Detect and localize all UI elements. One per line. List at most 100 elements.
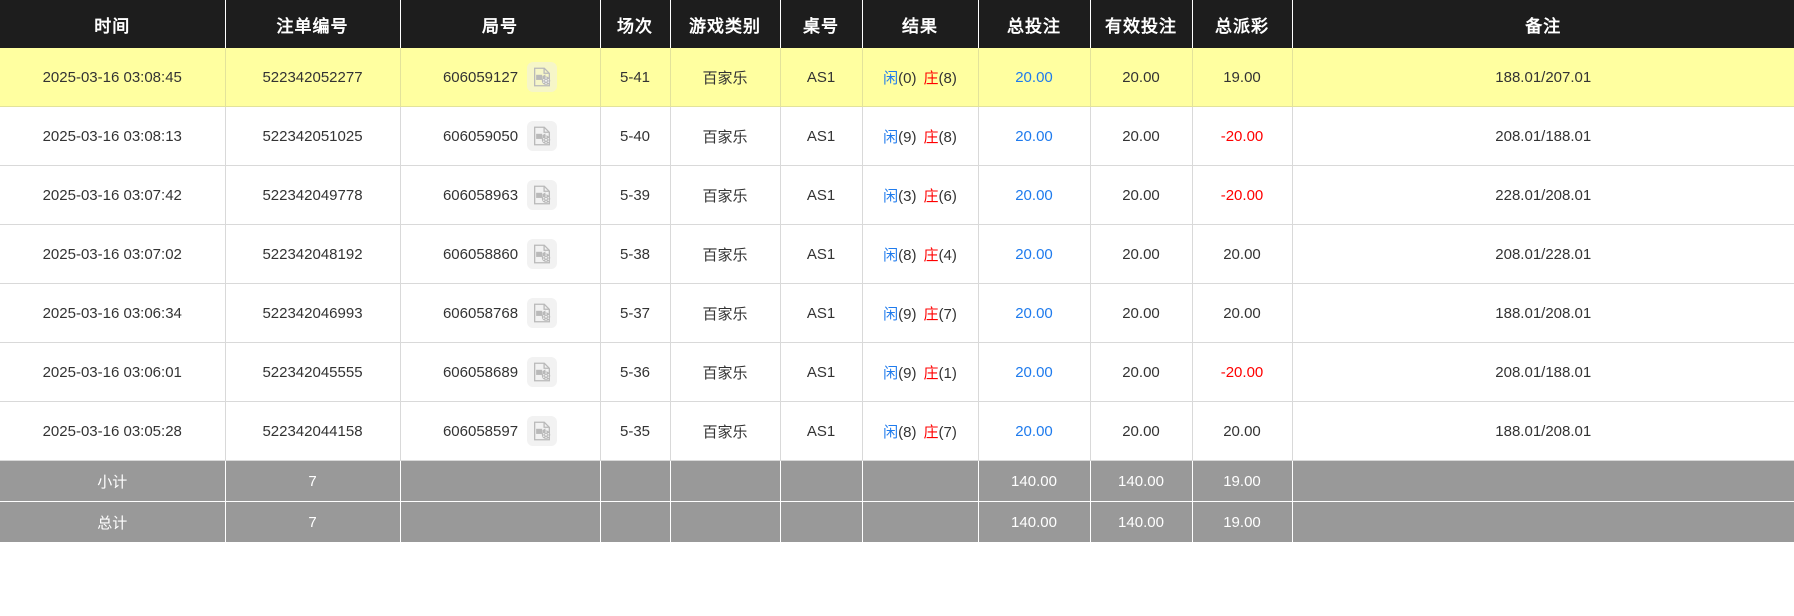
result-banker-label: 庄	[923, 128, 939, 146]
cell-result: 闲(9) 庄(8)	[862, 106, 979, 166]
cell-result: 闲(3) 庄(6)	[862, 165, 979, 225]
cell-game-type: 百家乐	[670, 283, 781, 343]
summary-row: 小计 7 140.00 140.00 19.00	[0, 460, 1794, 502]
cell-game-type: 百家乐	[670, 224, 781, 284]
round-no-label: 606059050	[442, 127, 519, 145]
result-banker-points: (7)	[938, 423, 957, 441]
result-player-points: (0)	[898, 69, 917, 87]
cell-bet-no: 522342044158	[225, 401, 401, 461]
cell-result: 闲(9) 庄(7)	[862, 283, 979, 343]
cell-result: 闲(0) 庄(8)	[862, 48, 979, 107]
result-banker-points: (8)	[938, 128, 957, 146]
column-header-bet-no[interactable]: 注单编号	[225, 0, 401, 48]
cell-payout: -20.00	[1192, 342, 1293, 402]
video-file-icon[interactable]	[527, 298, 558, 328]
round-no-label: 606058597	[442, 422, 519, 440]
video-file-icon[interactable]	[527, 239, 558, 269]
summary-game-type	[670, 501, 781, 542]
table-body: 2025-03-16 03:08:45 522342052277 6060591…	[0, 48, 1794, 542]
round-no-label: 606059127	[442, 68, 519, 86]
result-banker-points: (1)	[938, 364, 957, 382]
cell-bet-no: 522342052277	[225, 48, 401, 107]
result-player-points: (3)	[898, 187, 917, 205]
result-banker-points: (7)	[938, 305, 957, 323]
cell-bet-no: 522342049778	[225, 165, 401, 225]
cell-valid-bet: 20.00	[1090, 48, 1193, 107]
cell-round-no: 606058689	[400, 342, 601, 402]
video-file-icon[interactable]	[527, 121, 558, 151]
column-header-valid-bet[interactable]: 有效投注	[1090, 0, 1193, 48]
result-banker-label: 庄	[923, 246, 939, 264]
video-file-icon[interactable]	[527, 357, 558, 387]
result-banker-label: 庄	[923, 423, 939, 441]
column-header-table-no[interactable]: 桌号	[780, 0, 863, 48]
summary-valid-bet: 140.00	[1090, 501, 1193, 542]
column-header-game-type[interactable]: 游戏类别	[670, 0, 781, 48]
table-row[interactable]: 2025-03-16 03:06:34 522342046993 6060587…	[0, 283, 1794, 343]
cell-round-no: 606058860	[400, 224, 601, 284]
column-header-round-no[interactable]: 局号	[400, 0, 601, 48]
summary-payout: 19.00	[1192, 460, 1293, 502]
column-header-shoe[interactable]: 场次	[600, 0, 671, 48]
cell-table-no: AS1	[780, 106, 863, 166]
cell-time: 2025-03-16 03:08:13	[0, 106, 226, 166]
cell-result: 闲(9) 庄(1)	[862, 342, 979, 402]
summary-valid-bet: 140.00	[1090, 460, 1193, 502]
round-no-label: 606058689	[442, 363, 519, 381]
video-file-icon[interactable]	[527, 180, 558, 210]
video-file-icon[interactable]	[527, 416, 558, 446]
table-row[interactable]: 2025-03-16 03:05:28 522342044158 6060585…	[0, 401, 1794, 461]
summary-payout: 19.00	[1192, 501, 1293, 542]
result-player-points: (9)	[898, 305, 917, 323]
result-player-points: (8)	[898, 423, 917, 441]
column-header-total-bet[interactable]: 总投注	[978, 0, 1091, 48]
summary-table-no	[780, 460, 863, 502]
summary-round-no	[400, 460, 601, 502]
result-banker-label: 庄	[923, 305, 939, 323]
summary-row: 总计 7 140.00 140.00 19.00	[0, 501, 1794, 542]
column-header-time[interactable]: 时间	[0, 0, 226, 48]
table-row[interactable]: 2025-03-16 03:07:02 522342048192 6060588…	[0, 224, 1794, 284]
column-header-result[interactable]: 结果	[862, 0, 979, 48]
cell-round-no: 606058597	[400, 401, 601, 461]
column-header-payout[interactable]: 总派彩	[1192, 0, 1293, 48]
round-no-label: 606058768	[442, 304, 519, 322]
result-banker-points: (8)	[938, 69, 957, 87]
result-banker-points: (6)	[938, 187, 957, 205]
video-file-icon[interactable]	[527, 62, 558, 92]
cell-bet-no: 522342051025	[225, 106, 401, 166]
cell-valid-bet: 20.00	[1090, 224, 1193, 284]
cell-remark: 188.01/208.01	[1292, 401, 1794, 461]
cell-table-no: AS1	[780, 401, 863, 461]
cell-remark: 208.01/188.01	[1292, 106, 1794, 166]
cell-shoe: 5-40	[600, 106, 671, 166]
cell-payout: 20.00	[1192, 224, 1293, 284]
summary-count: 7	[225, 460, 401, 502]
cell-total-bet: 20.00	[978, 283, 1091, 343]
cell-game-type: 百家乐	[670, 401, 781, 461]
cell-table-no: AS1	[780, 48, 863, 107]
cell-table-no: AS1	[780, 342, 863, 402]
cell-payout: -20.00	[1192, 165, 1293, 225]
cell-round-no: 606058768	[400, 283, 601, 343]
cell-time: 2025-03-16 03:08:45	[0, 48, 226, 107]
table-row[interactable]: 2025-03-16 03:08:13 522342051025 6060590…	[0, 106, 1794, 166]
round-no-label: 606058860	[442, 245, 519, 263]
table-row[interactable]: 2025-03-16 03:07:42 522342049778 6060589…	[0, 165, 1794, 225]
summary-round-no	[400, 501, 601, 542]
table-row[interactable]: 2025-03-16 03:06:01 522342045555 6060586…	[0, 342, 1794, 402]
cell-time: 2025-03-16 03:06:34	[0, 283, 226, 343]
cell-game-type: 百家乐	[670, 342, 781, 402]
table-row[interactable]: 2025-03-16 03:08:45 522342052277 6060591…	[0, 48, 1794, 107]
cell-table-no: AS1	[780, 165, 863, 225]
column-header-remark[interactable]: 备注	[1292, 0, 1794, 48]
cell-valid-bet: 20.00	[1090, 283, 1193, 343]
cell-shoe: 5-41	[600, 48, 671, 107]
cell-result: 闲(8) 庄(4)	[862, 224, 979, 284]
cell-valid-bet: 20.00	[1090, 165, 1193, 225]
cell-remark: 188.01/208.01	[1292, 283, 1794, 343]
cell-payout: -20.00	[1192, 106, 1293, 166]
cell-bet-no: 522342045555	[225, 342, 401, 402]
cell-total-bet: 20.00	[978, 106, 1091, 166]
summary-label: 总计	[0, 501, 226, 542]
